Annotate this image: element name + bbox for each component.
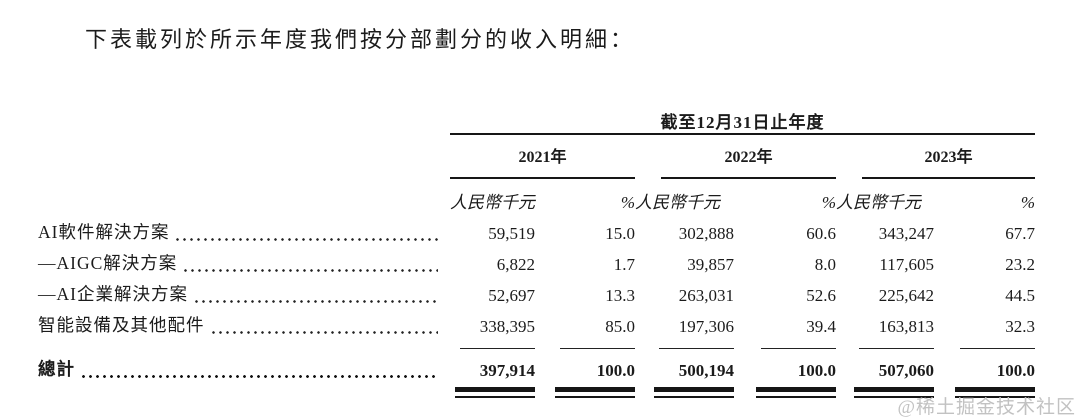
spacer-cell (38, 134, 450, 179)
percent-2021: 13.3 (605, 286, 635, 305)
value-2023: 225,642 (878, 286, 934, 305)
row-label: —AIGC解決方案 (38, 253, 178, 273)
value-2022: 197,306 (678, 317, 734, 336)
column-rule (659, 348, 734, 349)
value-2021: 6,822 (496, 255, 535, 274)
spacer-cell (38, 381, 450, 398)
percent-2021: 85.0 (605, 317, 635, 336)
period-header-row: 截至12月31日止年度 (38, 95, 1035, 135)
row-label-cell: AI軟件解決方案 (38, 213, 450, 244)
value-2022: 302,888 (678, 224, 734, 243)
percent-2022: 8.0 (814, 255, 836, 274)
percent-2023: 23.2 (1005, 255, 1035, 274)
subheader-percent-2023: % (1020, 193, 1035, 212)
subheader-row: 人民幣千元 % 人民幣千元 % 人民幣千元 % (38, 179, 1035, 213)
row-label-cell: 智能設備及其他配件 (38, 306, 450, 337)
watermark-text: @稀土掘金技术社区 (897, 397, 1076, 418)
spacer-cell (38, 95, 450, 134)
total-value-2021: 397,914 (479, 361, 535, 380)
subheader-amount-2023: 人民幣千元 (836, 193, 921, 212)
year-cell-2022: 2022年 (635, 134, 836, 179)
total-double-rule (555, 387, 635, 398)
table-row-total: 總計 397,914 100.0 500,194 100.0 507,060 1… (38, 349, 1035, 381)
year-label-2023: 2023年 (862, 135, 1035, 179)
spacer-cell (38, 179, 450, 213)
percent-2022: 39.4 (806, 317, 836, 336)
table-row-ai-software: AI軟件解決方案 59,519 15.0 302,888 60.6 343,24… (38, 213, 1035, 244)
value-2023: 163,813 (878, 317, 934, 336)
total-percent-2023: 100.0 (996, 361, 1035, 380)
table-row-ai-enterprise: —AI企業解決方案 52,697 13.3 263,031 52.6 225,6… (38, 275, 1035, 306)
value-2021: 52,697 (488, 286, 535, 305)
row-label: AI軟件解決方案 (38, 222, 170, 242)
column-rule (460, 348, 535, 349)
spacer-cell (38, 337, 450, 349)
year-cell-2021: 2021年 (450, 134, 635, 179)
year-cell-2023: 2023年 (836, 134, 1035, 179)
total-value-2023: 507,060 (878, 361, 934, 380)
row-label-cell: —AIGC解決方案 (38, 244, 450, 275)
value-2021: 59,519 (488, 224, 535, 243)
subtotal-rule-row (38, 337, 1035, 349)
total-double-rule (854, 387, 934, 398)
value-2022: 263,031 (678, 286, 734, 305)
year-header-row: 2021年 2022年 2023年 (38, 134, 1035, 179)
row-label: —AI企業解決方案 (38, 284, 188, 304)
page-title: 下表載列於所示年度我們按分部劃分的收入明細： (85, 27, 636, 52)
dot-leader (192, 299, 438, 304)
total-double-rule (955, 387, 1035, 398)
total-double-rule (654, 387, 734, 398)
percent-2023: 32.3 (1005, 317, 1035, 336)
table-row-aigc: —AIGC解決方案 6,822 1.7 39,857 8.0 117,605 2… (38, 244, 1035, 275)
year-label-2022: 2022年 (661, 135, 836, 179)
value-2023: 117,605 (879, 255, 934, 274)
subheader-percent-2022: % (821, 193, 836, 212)
percent-2023: 67.7 (1005, 224, 1035, 243)
total-double-rule (756, 387, 836, 398)
dot-leader (80, 374, 438, 379)
percent-2022: 60.6 (806, 224, 836, 243)
row-label-cell: —AI企業解決方案 (38, 275, 450, 306)
total-double-rule (455, 387, 535, 398)
dot-leader (174, 237, 438, 242)
subheader-amount-2021: 人民幣千元 (450, 193, 535, 212)
total-percent-2021: 100.0 (596, 361, 635, 380)
percent-2022: 52.6 (806, 286, 836, 305)
period-header: 截至12月31日止年度 (450, 95, 1035, 135)
revenue-breakdown-table: 截至12月31日止年度 2021年 2022年 2023年 人民幣千元 % 人民… (38, 95, 1035, 398)
value-2022: 39,857 (687, 255, 734, 274)
value-2023: 343,247 (878, 224, 934, 243)
total-label: 總計 (38, 359, 75, 379)
column-rule (859, 348, 934, 349)
percent-2023: 44.5 (1005, 286, 1035, 305)
column-rule (560, 348, 635, 349)
dot-leader (182, 268, 438, 273)
subheader-amount-2022: 人民幣千元 (635, 193, 720, 212)
column-rule (960, 348, 1035, 349)
total-value-2022: 500,194 (678, 361, 734, 380)
value-2021: 338,395 (479, 317, 535, 336)
total-double-rule-row (38, 381, 1035, 398)
dot-leader (209, 330, 438, 335)
column-rule (761, 348, 836, 349)
year-label-2021: 2021年 (450, 135, 635, 179)
row-label-cell: 總計 (38, 349, 450, 381)
percent-2021: 15.0 (605, 224, 635, 243)
subheader-percent-2021: % (620, 193, 635, 212)
row-label: 智能設備及其他配件 (38, 315, 205, 335)
total-percent-2022: 100.0 (797, 361, 836, 380)
table-row-smart-devices: 智能設備及其他配件 338,395 85.0 197,306 39.4 163,… (38, 306, 1035, 337)
percent-2021: 1.7 (613, 255, 635, 274)
